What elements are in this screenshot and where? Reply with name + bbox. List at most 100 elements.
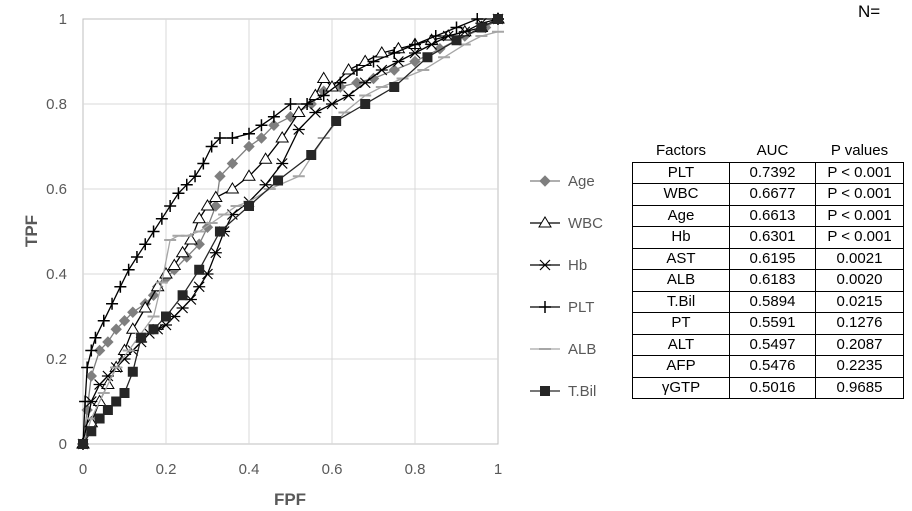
y-tick-label: 0.4 <box>46 266 67 283</box>
data-point <box>180 178 193 191</box>
table-row: ALB 0.6183 0.0020 <box>632 269 904 292</box>
data-point <box>122 263 135 276</box>
data-point <box>130 251 143 263</box>
factor-cell: ALT <box>632 333 730 356</box>
table-row: ALT 0.5497 0.2087 <box>632 333 904 356</box>
data-point <box>226 157 239 170</box>
data-point <box>258 152 273 164</box>
legend-marker <box>539 301 551 313</box>
data-point <box>367 72 380 85</box>
data-point <box>243 127 255 140</box>
series-age <box>77 13 504 450</box>
tick-labels: 0 0.2 0.4 0.6 0.8 1 0 0.2 0.4 0.6 0.8 1 <box>46 11 502 478</box>
auc-cell: 0.5894 <box>729 290 816 313</box>
legend-label: WBC <box>568 215 603 232</box>
data-point <box>213 132 226 144</box>
data-point <box>205 140 218 153</box>
data-point <box>200 199 215 211</box>
header-p-values: P values <box>815 141 904 163</box>
p-value-cell: 0.0020 <box>815 269 904 292</box>
legend-item: T.Bil <box>530 383 596 400</box>
data-point <box>138 301 153 313</box>
p-value-cell: 0.2235 <box>815 355 904 378</box>
data-point <box>273 175 284 186</box>
x-tick-label: 1 <box>494 461 502 478</box>
data-point <box>111 396 122 407</box>
data-point <box>110 323 122 335</box>
factor-cell: T.Bil <box>632 290 730 313</box>
data-point <box>78 439 88 449</box>
p-value-cell: P < 0.001 <box>815 183 904 206</box>
auc-cell: 0.7392 <box>729 161 816 184</box>
plot-area-frame <box>82 18 499 445</box>
table-row: Age 0.6613 P < 0.001 <box>632 204 904 227</box>
factor-cell: ALB <box>632 269 730 292</box>
data-point <box>476 22 487 33</box>
data-point <box>360 99 371 109</box>
x-tick-label: 0.6 <box>322 461 343 478</box>
auc-cell: 0.6301 <box>729 226 816 249</box>
data-point <box>164 200 177 212</box>
data-point <box>301 98 314 110</box>
data-point <box>359 77 372 89</box>
data-point <box>139 238 152 251</box>
data-point <box>193 281 206 293</box>
table-header-row: Factors AUC P values <box>632 141 904 163</box>
data-point <box>85 370 98 382</box>
legend: Age WBC Hb PLT ALB T.Bil <box>530 173 603 400</box>
legend-item: PLT <box>530 299 594 316</box>
auc-cell: 0.6677 <box>729 183 816 206</box>
data-point <box>374 46 389 58</box>
table-body: PLT 0.7392 P < 0.001 WBC 0.6677 P < 0.001 Age 0… <box>632 161 904 399</box>
y-tick-label: 0.8 <box>46 96 67 113</box>
data-point <box>94 413 105 424</box>
table-row: Hb 0.6301 P < 0.001 <box>632 226 904 249</box>
data-point <box>127 306 139 318</box>
data-point <box>194 264 205 275</box>
data-point <box>86 426 97 437</box>
data-point <box>214 170 226 182</box>
auc-table: Factors AUC P values PLT 0.7392 P < 0.001 W… <box>632 141 904 399</box>
data-point <box>331 116 342 126</box>
x-axis-title: FPF <box>274 490 306 509</box>
legend-marker <box>540 386 550 396</box>
data-point <box>85 344 98 357</box>
data-point <box>325 80 339 92</box>
data-point <box>429 30 442 42</box>
data-point <box>291 105 306 117</box>
data-point <box>102 336 114 348</box>
data-point <box>242 169 256 181</box>
legend-label: Hb <box>568 257 587 274</box>
data-point <box>458 26 471 38</box>
data-point <box>127 366 138 377</box>
x-tick-label: 0.8 <box>405 461 426 478</box>
table-row: WBC 0.6677 P < 0.001 <box>632 183 904 206</box>
factor-cell: PT <box>632 312 730 335</box>
auc-cell: 0.5497 <box>729 333 816 356</box>
auc-cell: 0.6183 <box>729 269 816 292</box>
data-point <box>119 388 130 398</box>
data-point <box>118 315 131 327</box>
y-tick-label: 0.2 <box>46 351 67 368</box>
data-point <box>210 200 222 212</box>
data-point <box>93 344 106 357</box>
data-point <box>350 64 363 76</box>
data-point <box>409 55 421 68</box>
data-point <box>334 76 347 89</box>
data-point <box>106 297 119 310</box>
data-point <box>389 82 400 92</box>
data-point <box>255 119 268 132</box>
factor-cell: Hb <box>632 226 730 249</box>
data-point <box>275 131 290 143</box>
data-point <box>147 225 160 238</box>
data-point <box>148 324 159 335</box>
data-point <box>316 71 331 83</box>
data-point <box>161 311 171 322</box>
data-point <box>177 290 188 301</box>
legend-label: ALB <box>568 341 596 358</box>
data-point <box>267 110 280 123</box>
data-point <box>306 150 317 160</box>
y-tick-label: 1 <box>59 11 67 28</box>
p-value-cell: P < 0.001 <box>815 204 904 227</box>
table-row: T.Bil 0.5894 0.0215 <box>632 290 904 313</box>
